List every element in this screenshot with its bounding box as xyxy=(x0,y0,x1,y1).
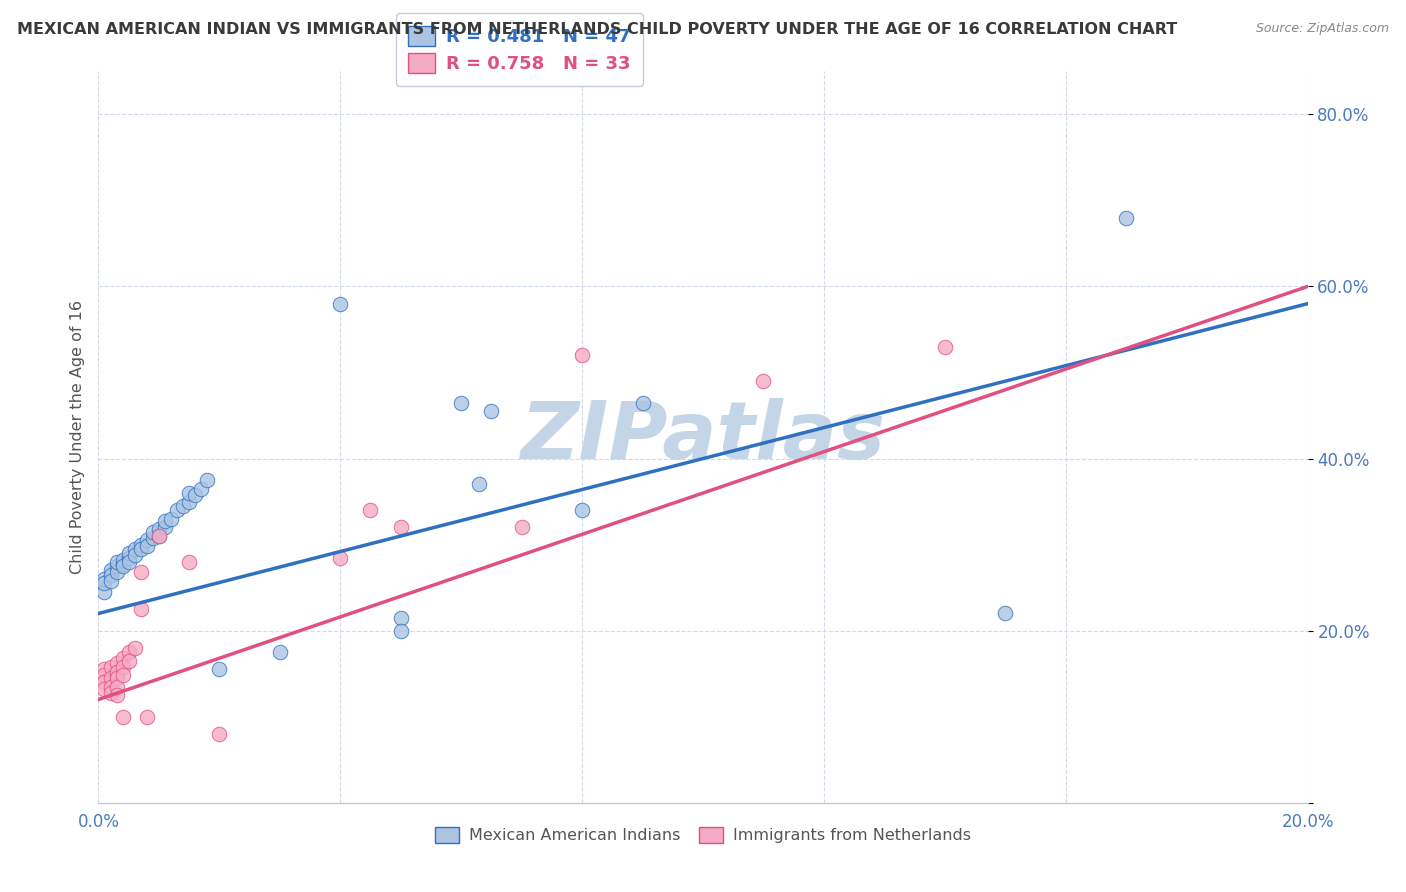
Point xyxy=(153,514,176,528)
Point xyxy=(93,662,115,676)
Point xyxy=(124,548,146,562)
Point xyxy=(172,499,194,513)
Point xyxy=(111,553,134,567)
Point xyxy=(510,520,533,534)
Point xyxy=(269,645,291,659)
Point xyxy=(105,565,128,579)
Point xyxy=(571,348,593,362)
Point xyxy=(179,494,201,508)
Point xyxy=(631,395,654,409)
Point xyxy=(93,572,115,586)
Point xyxy=(111,660,134,674)
Point xyxy=(389,520,412,534)
Point xyxy=(142,524,165,539)
Point xyxy=(100,660,122,674)
Point xyxy=(93,585,115,599)
Point xyxy=(329,296,352,310)
Point xyxy=(934,340,956,354)
Point xyxy=(93,682,115,697)
Point xyxy=(179,555,201,569)
Point xyxy=(105,680,128,694)
Point xyxy=(208,727,231,741)
Point xyxy=(105,555,128,569)
Text: ZIPatlas: ZIPatlas xyxy=(520,398,886,476)
Point xyxy=(118,555,141,569)
Point xyxy=(93,668,115,682)
Point xyxy=(481,404,503,418)
Point xyxy=(179,486,201,500)
Point xyxy=(111,559,134,574)
Point xyxy=(1115,211,1137,225)
Point xyxy=(129,538,152,552)
Point xyxy=(93,675,115,690)
Point xyxy=(105,688,128,702)
Point xyxy=(468,477,491,491)
Point xyxy=(129,602,152,616)
Point xyxy=(129,565,152,579)
Point xyxy=(124,640,146,655)
Point xyxy=(148,529,170,543)
Point xyxy=(135,533,157,548)
Point xyxy=(118,546,141,560)
Text: MEXICAN AMERICAN INDIAN VS IMMIGRANTS FROM NETHERLANDS CHILD POVERTY UNDER THE A: MEXICAN AMERICAN INDIAN VS IMMIGRANTS FR… xyxy=(17,22,1177,37)
Point xyxy=(195,473,218,487)
Point xyxy=(571,503,593,517)
Point xyxy=(148,522,170,536)
Point xyxy=(100,686,122,700)
Point xyxy=(118,550,141,565)
Point xyxy=(160,512,183,526)
Point xyxy=(142,531,165,545)
Point xyxy=(111,557,134,571)
Point xyxy=(752,374,775,388)
Point xyxy=(148,529,170,543)
Point xyxy=(153,520,176,534)
Point xyxy=(124,541,146,556)
Point xyxy=(129,541,152,556)
Point xyxy=(208,662,231,676)
Point xyxy=(100,680,122,694)
Point xyxy=(360,503,382,517)
Y-axis label: Child Poverty Under the Age of 16: Child Poverty Under the Age of 16 xyxy=(69,300,84,574)
Point xyxy=(111,710,134,724)
Point xyxy=(166,503,188,517)
Point xyxy=(105,665,128,679)
Text: Source: ZipAtlas.com: Source: ZipAtlas.com xyxy=(1256,22,1389,36)
Point xyxy=(105,671,128,685)
Point xyxy=(111,651,134,665)
Point xyxy=(190,482,212,496)
Point xyxy=(389,611,412,625)
Point xyxy=(100,671,122,685)
Point xyxy=(118,645,141,659)
Point xyxy=(100,567,122,582)
Point xyxy=(450,395,472,409)
Point xyxy=(93,576,115,591)
Point xyxy=(184,488,207,502)
Point xyxy=(111,668,134,682)
Point xyxy=(329,550,352,565)
Point xyxy=(135,540,157,554)
Point xyxy=(118,654,141,668)
Point xyxy=(100,564,122,578)
Point xyxy=(389,624,412,638)
Point xyxy=(105,657,128,671)
Point xyxy=(135,710,157,724)
Point xyxy=(994,607,1017,621)
Point xyxy=(100,574,122,588)
Legend: Mexican American Indians, Immigrants from Netherlands: Mexican American Indians, Immigrants fro… xyxy=(429,821,977,850)
Point xyxy=(105,559,128,574)
